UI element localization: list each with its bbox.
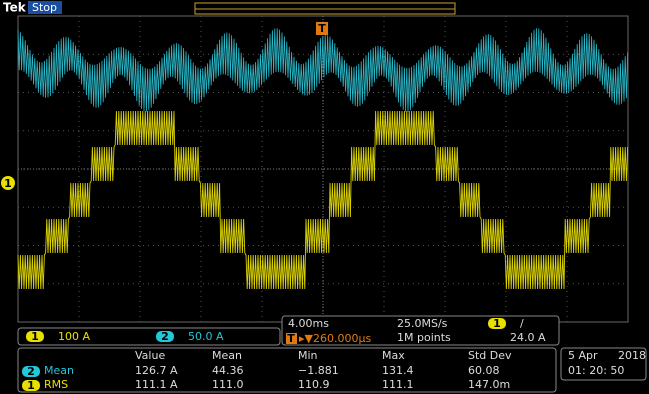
column-header: Value — [135, 349, 165, 362]
ch2-scale: 50.0 A — [188, 330, 224, 343]
oscilloscope-screen: Tek Stop T 1 1 100 A 2 50.0 A 4.00ms 25.… — [0, 0, 649, 394]
time-scale: 4.00ms — [288, 317, 329, 330]
top-bar — [0, 0, 649, 15]
row-name: Mean — [44, 364, 74, 377]
measurement-value: 126.7 A — [135, 364, 178, 377]
trigger-level: 24.0 A — [510, 331, 546, 344]
ch1-badge: 1 — [31, 330, 39, 343]
column-header: Mean — [212, 349, 242, 362]
measurement-value: 111.1 — [382, 378, 414, 391]
row-badge: 1 — [27, 379, 35, 392]
clock-date: 5 Apr — [568, 349, 598, 362]
brand: Tek — [3, 1, 27, 15]
sample-rate: 25.0MS/s — [397, 317, 448, 330]
column-header: Max — [382, 349, 405, 362]
column-header: Min — [298, 349, 318, 362]
measurement-value: 131.4 — [382, 364, 414, 377]
clock-time: 01: 20: 50 — [568, 364, 624, 377]
measurement-value: 60.08 — [468, 364, 500, 377]
ch2-badge: 2 — [161, 330, 169, 343]
row-badge: 2 — [27, 365, 35, 378]
row-name: RMS — [44, 378, 68, 391]
record-length: 1M points — [397, 331, 451, 344]
ch1-scale: 100 A — [58, 330, 90, 343]
status: Stop — [32, 1, 57, 14]
measurement-value: 110.9 — [298, 378, 330, 391]
measurement-value: 147.0m — [468, 378, 510, 391]
clock-year: 2018 — [618, 349, 646, 362]
measurement-value: −1.881 — [298, 364, 339, 377]
trigger-marker: T — [318, 22, 326, 35]
trigger-slope: / — [520, 317, 524, 330]
position-badge: T — [287, 332, 295, 345]
measurement-value: 111.0 — [212, 378, 244, 391]
horizontal-position: ▸▼260.000µs — [299, 332, 371, 345]
measurement-value: 44.36 — [212, 364, 244, 377]
trigger-source: 1 — [493, 317, 501, 330]
ch1-marker: 1 — [4, 177, 12, 190]
column-header: Std Dev — [468, 349, 512, 362]
measurement-value: 111.1 A — [135, 378, 178, 391]
